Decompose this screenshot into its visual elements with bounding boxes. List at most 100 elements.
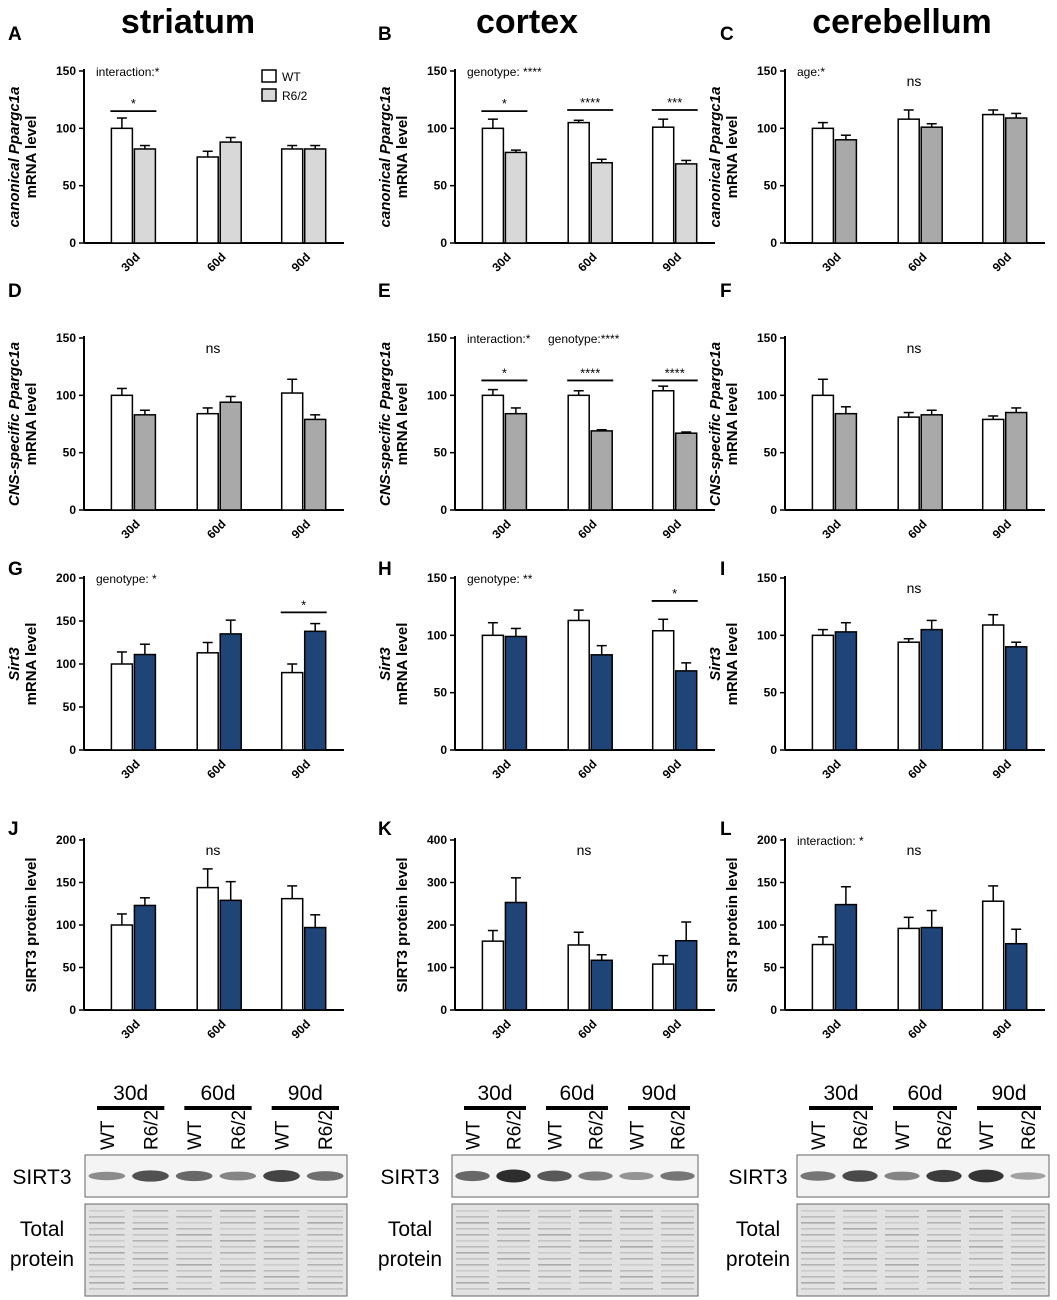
protein-band bbox=[1011, 1228, 1045, 1230]
protein-band bbox=[176, 1246, 212, 1248]
bar-wt-90d bbox=[981, 113, 1005, 244]
bar-wt-90d bbox=[280, 392, 304, 511]
significance-label: * bbox=[131, 96, 136, 111]
protein-band bbox=[538, 1258, 571, 1260]
bar-r62-60d bbox=[590, 959, 613, 1011]
protein-band bbox=[843, 1264, 877, 1266]
y-tick-label: 0 bbox=[440, 503, 447, 517]
x-tick-label: 60d bbox=[905, 250, 930, 275]
protein-band bbox=[132, 1228, 169, 1230]
y-axis-label: mRNA level bbox=[23, 383, 40, 466]
protein-band bbox=[927, 1216, 961, 1218]
protein-band bbox=[89, 1282, 125, 1284]
y-tick-label: 50 bbox=[63, 700, 77, 714]
legend-label-r62: R6/2 bbox=[282, 89, 308, 103]
protein-band bbox=[89, 1222, 125, 1224]
x-tick-label: 90d bbox=[289, 250, 314, 275]
protein-band bbox=[579, 1228, 612, 1230]
sirt3-band bbox=[496, 1169, 531, 1183]
lane-label: R6/2 bbox=[1019, 1110, 1040, 1150]
age-label: 60d bbox=[907, 1082, 942, 1105]
protein-band bbox=[497, 1258, 530, 1260]
protein-band bbox=[89, 1288, 125, 1290]
lane-label: R6/2 bbox=[587, 1110, 608, 1150]
x-tick-label: 90d bbox=[660, 757, 685, 782]
protein-band bbox=[132, 1270, 169, 1272]
protein-band bbox=[497, 1288, 530, 1290]
protein-band bbox=[885, 1252, 919, 1254]
bar-r62-60d bbox=[920, 926, 943, 1011]
bar-r62-30d bbox=[834, 903, 858, 1011]
chart-panel-D: D 0 50 100 150 CNS-specific Ppargc1a mRNA leve… bbox=[6, 281, 344, 541]
protein-band bbox=[1011, 1288, 1045, 1290]
protein-band bbox=[497, 1216, 530, 1218]
lane-label: R6/2 bbox=[229, 1110, 250, 1150]
x-tick-label: 90d bbox=[289, 517, 314, 542]
bar-r62-90d bbox=[674, 163, 698, 244]
protein-band bbox=[801, 1240, 835, 1242]
protein-band bbox=[220, 1210, 256, 1212]
protein-band bbox=[801, 1210, 835, 1212]
protein-band bbox=[969, 1258, 1003, 1260]
protein-band bbox=[843, 1216, 877, 1218]
sirt3-band bbox=[619, 1171, 654, 1181]
stats-annotation: genotype: **** bbox=[467, 65, 542, 79]
bar-wt-60d bbox=[196, 412, 219, 511]
protein-band bbox=[538, 1234, 571, 1236]
y-tick-label: 400 bbox=[427, 833, 447, 847]
lane-label: WT bbox=[977, 1120, 998, 1150]
age-label: 30d bbox=[823, 1082, 858, 1105]
protein-band bbox=[885, 1210, 919, 1212]
row-label-protein: protein bbox=[10, 1248, 74, 1271]
protein-band bbox=[885, 1258, 919, 1260]
lane-label: WT bbox=[893, 1120, 914, 1150]
bar-wt-90d bbox=[651, 389, 675, 511]
protein-band bbox=[497, 1252, 530, 1254]
protein-band bbox=[843, 1252, 877, 1254]
protein-band bbox=[176, 1252, 212, 1254]
significance-label: * bbox=[502, 365, 507, 380]
protein-band bbox=[176, 1228, 212, 1230]
protein-band bbox=[579, 1216, 612, 1218]
x-tick-label: 60d bbox=[204, 250, 229, 275]
bar-wt-90d bbox=[651, 126, 675, 244]
column-title-cortex: cortex bbox=[476, 3, 578, 41]
y-tick-label: 150 bbox=[757, 571, 777, 585]
protein-band bbox=[176, 1240, 212, 1242]
protein-band bbox=[176, 1258, 212, 1260]
bar-wt-60d bbox=[897, 416, 920, 511]
protein-band bbox=[969, 1222, 1003, 1224]
panel-letter: I bbox=[720, 559, 725, 580]
protein-band bbox=[661, 1258, 694, 1260]
protein-band bbox=[89, 1252, 125, 1254]
y-tick-label: 200 bbox=[56, 571, 76, 585]
protein-band bbox=[885, 1216, 919, 1218]
protein-band bbox=[620, 1270, 653, 1272]
protein-band bbox=[307, 1288, 343, 1290]
protein-band bbox=[220, 1246, 256, 1248]
chart-panel-K: K 0 100 200 300 400 SIRT3 protein level 30d 60d 9… bbox=[378, 819, 715, 1041]
western-blots: 30d 60d 90d WT R6/2 WT R6/2 WT R6/2 SIRT3 Total pro… bbox=[10, 1082, 1050, 1297]
bar-wt-90d bbox=[280, 897, 304, 1011]
protein-band bbox=[132, 1288, 169, 1290]
bar-wt-60d bbox=[567, 944, 590, 1011]
protein-band bbox=[220, 1270, 256, 1272]
protein-band bbox=[1011, 1270, 1045, 1272]
x-tick-label: 30d bbox=[819, 517, 844, 542]
protein-band bbox=[801, 1264, 835, 1266]
protein-band bbox=[538, 1252, 571, 1254]
protein-band bbox=[579, 1222, 612, 1224]
y-tick-label: 0 bbox=[440, 1003, 447, 1017]
protein-band bbox=[307, 1270, 343, 1272]
protein-band bbox=[927, 1234, 961, 1236]
protein-band bbox=[801, 1288, 835, 1290]
bar-wt-30d bbox=[110, 663, 134, 751]
bar-wt-30d bbox=[481, 940, 505, 1011]
protein-band bbox=[176, 1270, 212, 1272]
protein-band bbox=[89, 1240, 125, 1242]
sirt3-band bbox=[800, 1171, 836, 1181]
lane-label: WT bbox=[628, 1120, 649, 1150]
significance-label: * bbox=[672, 586, 677, 601]
bar-wt-30d bbox=[811, 634, 835, 751]
